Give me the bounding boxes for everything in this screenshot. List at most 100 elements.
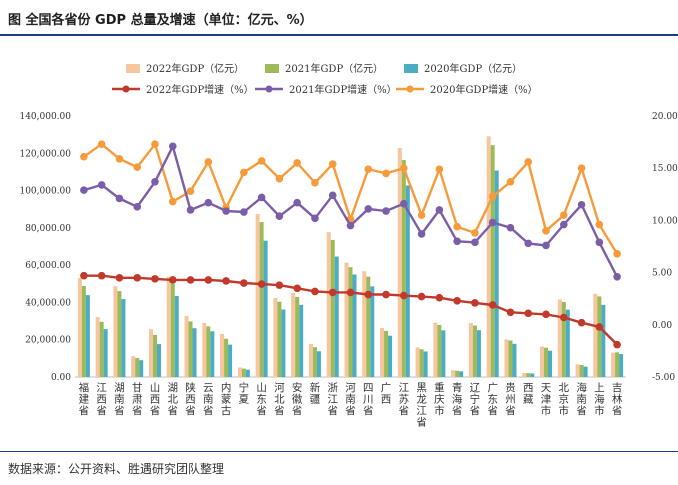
point-2022-26 [542,310,550,319]
point-2020-29 [595,220,604,229]
point-2020-10 [257,157,266,165]
point-2020-14 [328,160,337,168]
bar-2021-30 [615,352,620,377]
bar-2022-3 [131,356,136,377]
bar-2021-1 [99,321,104,377]
line-series-group [80,140,621,349]
bar-2021-2 [117,291,122,377]
x-tick-label: 湖北省 [168,382,179,417]
bar-2021-18 [401,160,406,377]
legend-label: 2021年GDP增速（%） [289,83,397,96]
bar-2021-22 [472,325,477,377]
point-2021-6 [186,206,195,214]
legend-swatch-marker [122,85,130,93]
x-tick-label: 上海市 [594,382,605,417]
point-2020-4 [151,140,159,148]
point-2022-4 [151,275,159,283]
bar-2022-29 [593,293,598,377]
source-rule [0,451,678,452]
legend-label: 2020年GDP增速（%） [430,83,538,96]
point-2022-9 [240,279,248,287]
point-2021-25 [524,239,533,248]
bar-2022-22 [468,322,473,377]
legend-swatch-bar [265,64,279,73]
bar-2022-2 [113,286,118,377]
bar-2022-24 [504,339,509,377]
point-2020-21 [453,222,461,231]
y-left-tick-label: 80,000.00 [25,224,71,234]
bar-2020-7 [210,331,215,377]
bar-2020-16 [370,286,375,377]
point-2020-3 [133,163,142,171]
bar-2021-25 [526,373,531,377]
bar-2020-12 [299,304,304,377]
bar-2021-4 [152,334,157,377]
point-2022-18 [400,291,408,300]
point-2021-17 [382,207,390,215]
point-2022-17 [382,290,390,299]
bar-2022-9 [237,367,242,377]
point-2021-26 [542,241,550,250]
x-tick-label: 海南省 [576,381,587,417]
bar-2020-1 [103,329,108,377]
point-2022-22 [471,299,479,307]
point-2021-24 [506,223,515,232]
point-2022-1 [97,271,106,280]
bar-2020-25 [530,373,535,377]
bar-2022-26 [540,346,545,377]
line-2021 [83,145,619,278]
point-2022-19 [417,292,426,301]
point-2020-6 [186,187,195,195]
x-tick-label: 江西省 [96,382,107,417]
bar-2022-13 [308,343,313,377]
x-tick-label: 河南省 [345,382,356,417]
point-2020-17 [382,169,390,178]
y-left-tick-label: 40,000.00 [25,298,71,308]
x-tick-label: 宁夏 [239,381,250,406]
x-tick-label: 内蒙古 [221,381,232,417]
x-tick-label: 浙江省 [327,382,338,417]
point-2020-27 [559,211,568,219]
bar-2021-23 [490,145,495,377]
bar-2022-27 [557,299,562,377]
bar-2020-6 [192,328,197,377]
bar-2022-30 [611,352,616,377]
bar-2020-29 [601,304,606,377]
point-2022-14 [328,288,337,297]
bar-2020-19 [423,351,428,377]
bar-2022-1 [95,317,100,377]
bar-2022-18 [397,147,402,377]
bar-2021-17 [384,330,389,377]
point-2022-15 [346,288,355,297]
point-2020-9 [240,168,248,177]
x-tick-label: 山西省 [150,382,161,417]
bar-2022-17 [380,327,385,377]
x-tick-label: 四川省 [363,382,374,417]
point-2021-23 [488,218,497,227]
point-2022-0 [80,271,88,280]
bar-2020-13 [316,351,321,377]
bar-2022-5 [166,276,171,377]
bar-2022-19 [415,347,420,377]
point-2020-28 [577,164,586,172]
point-2020-16 [364,165,373,174]
point-2022-6 [186,276,195,284]
point-2020-7 [204,158,213,166]
bar-2021-16 [366,276,371,377]
point-2022-20 [435,293,444,302]
point-2021-21 [453,237,461,246]
point-2021-1 [97,181,106,189]
point-2021-11 [275,212,284,221]
point-2022-28 [577,318,586,327]
bar-2020-23 [494,170,499,377]
point-2021-7 [204,198,213,207]
y-right-tick-label: 0.00 [652,321,672,331]
point-2020-1 [97,140,106,148]
bar-2022-15 [344,262,349,377]
bar-2022-23 [486,136,491,377]
y-left-tick-label: 140,000.00 [19,112,71,122]
bar-2020-8 [228,344,233,377]
y-right-tick-label: 15.00 [652,164,678,174]
bar-2020-18 [405,185,410,377]
point-2022-10 [257,280,266,288]
